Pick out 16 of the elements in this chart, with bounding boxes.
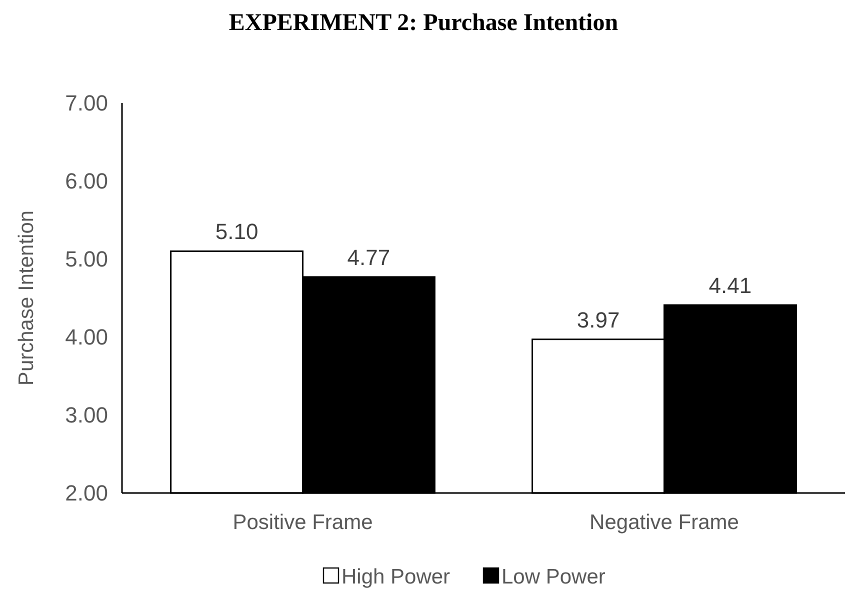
y-tick-label: 7.00: [65, 90, 108, 116]
x-tick-label: Negative Frame: [590, 511, 739, 534]
chart-title: EXPERIMENT 2: Purchase Intention: [228, 10, 618, 36]
text: 5.10: [215, 219, 258, 244]
y-tick-label: 4.00: [65, 324, 108, 350]
x-tick-label: Positive Frame: [232, 511, 373, 534]
text: 4.77: [347, 244, 390, 270]
legend-label: High Power: [342, 565, 450, 588]
y-axis-title: Purchase Intention: [15, 210, 38, 386]
text: 3.97: [576, 307, 620, 332]
y-tick-label: 3.00: [65, 402, 108, 428]
y-tick-label: 2.00: [65, 480, 108, 506]
legend-label: Low Power: [502, 565, 606, 588]
y-tick-label: 5.00: [65, 246, 108, 272]
y-tick-label: 6.00: [65, 168, 108, 194]
text: 4.41: [708, 273, 752, 298]
